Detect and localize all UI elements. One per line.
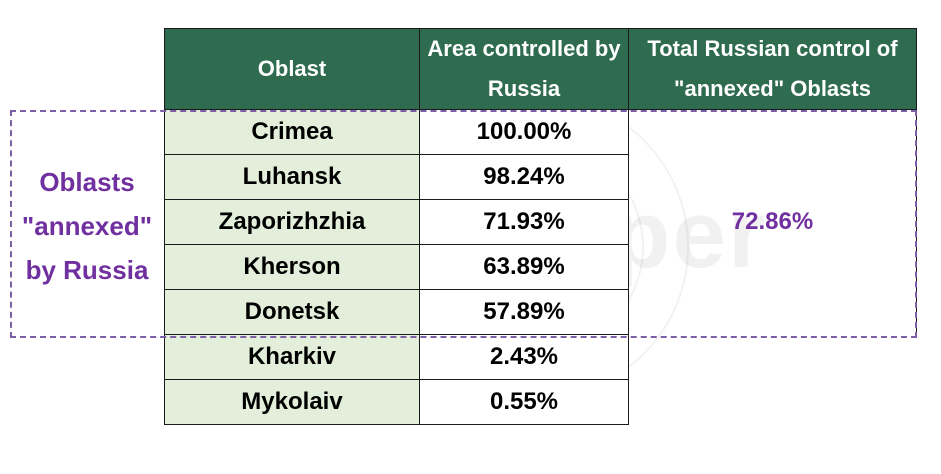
area-value-kharkiv: 2.43% bbox=[419, 334, 629, 380]
annexed-label-line-2: "annexed" bbox=[21, 211, 153, 241]
empty-cell bbox=[628, 334, 917, 425]
area-value-crimea: 100.00% bbox=[419, 109, 629, 155]
area-value-mykolaiv: 0.55% bbox=[419, 379, 629, 425]
table-row: Crimea 100.00% 72.86% bbox=[164, 109, 917, 335]
table-row: Kharkiv 2.43% bbox=[164, 334, 917, 425]
table-row: Zaporizhzhia 71.93% bbox=[164, 199, 917, 245]
table-row: Kherson 63.89% bbox=[164, 244, 917, 290]
table-row: Donetsk 57.89% bbox=[164, 289, 917, 335]
oblast-name-kherson: Kherson bbox=[164, 244, 420, 290]
oblast-name-kharkiv: Kharkiv bbox=[164, 334, 420, 380]
header-total: Total Russian control of "annexed" Oblas… bbox=[628, 28, 917, 110]
header-area: Area controlled by Russia bbox=[419, 28, 629, 110]
oblast-name-donetsk: Donetsk bbox=[164, 289, 420, 335]
total-annexed-value: 72.86% bbox=[628, 109, 917, 335]
area-value-zaporizhzhia: 71.93% bbox=[419, 199, 629, 245]
area-value-luhansk: 98.24% bbox=[419, 154, 629, 200]
oblast-name-mykolaiv: Mykolaiv bbox=[164, 379, 420, 425]
area-value-donetsk: 57.89% bbox=[419, 289, 629, 335]
oblast-name-crimea: Crimea bbox=[164, 109, 420, 155]
table-row: Mykolaiv 0.55% bbox=[164, 379, 917, 425]
control-table: Oblast Area controlled by Russia Total R… bbox=[164, 28, 917, 425]
oblast-name-luhansk: Luhansk bbox=[164, 154, 420, 200]
header-oblast: Oblast bbox=[164, 28, 420, 110]
oblast-name-zaporizhzhia: Zaporizhzhia bbox=[164, 199, 420, 245]
annexed-label-line-3: by Russia bbox=[25, 255, 149, 285]
annexed-group-label: Oblasts "annexed" by Russia bbox=[12, 160, 162, 292]
header-row: Oblast Area controlled by Russia Total R… bbox=[164, 28, 917, 110]
area-value-kherson: 63.89% bbox=[419, 244, 629, 290]
annexed-label-line-1: Oblasts bbox=[39, 167, 135, 197]
table-row: Luhansk 98.24% bbox=[164, 154, 917, 200]
